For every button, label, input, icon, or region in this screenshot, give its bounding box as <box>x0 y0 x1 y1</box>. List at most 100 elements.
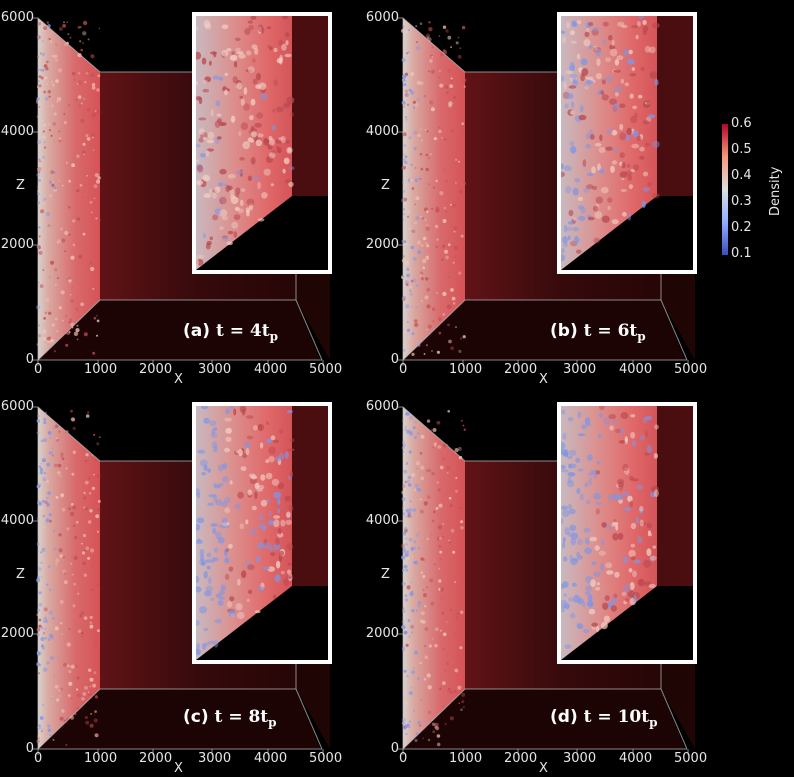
x-tick-label: 3000 <box>563 362 597 377</box>
panel-title: (b) t = 6tp <box>550 321 646 343</box>
panel-title: (a) t = 4tp <box>183 321 278 343</box>
floor-slab <box>38 689 320 749</box>
colorbar-tick: 0.3 <box>731 194 752 209</box>
x-tick-label: 5000 <box>309 751 343 766</box>
panel-time: t = 4t <box>215 321 270 341</box>
x-axis-label: X <box>539 372 548 387</box>
z-tick-label: 0 <box>390 352 399 367</box>
density-colorbar <box>722 124 728 255</box>
floor-slab <box>38 300 320 360</box>
inset-speckle <box>561 16 660 262</box>
inset-back <box>657 406 693 586</box>
panel-time-sub: p <box>268 715 277 730</box>
x-tick-label: 2000 <box>139 362 173 377</box>
z-tick-label: 0 <box>25 741 34 756</box>
x-tick-label: 4000 <box>619 362 653 377</box>
zoom-inset <box>192 12 332 274</box>
inset-speckle <box>196 406 295 656</box>
box-edge <box>37 17 101 73</box>
inset-render <box>561 16 693 270</box>
panel-label: (c) <box>183 707 209 727</box>
x-tick-label: 3000 <box>198 751 232 766</box>
density-front <box>403 407 465 749</box>
z-tick-label: 0 <box>25 352 34 367</box>
z-tick-label: 6000 <box>0 10 34 25</box>
x-axis-label: X <box>174 372 183 387</box>
panel-title: (d) t = 10tp <box>550 707 657 729</box>
inset-back <box>657 16 693 196</box>
colorbar-tick: 0.2 <box>731 220 752 235</box>
box-edge <box>402 17 466 73</box>
z-tick-label: 0 <box>390 741 399 756</box>
box-edge <box>660 688 688 750</box>
z-tick-label: 4000 <box>365 513 399 528</box>
panel-label: (b) <box>550 321 578 341</box>
z-tick-label: 6000 <box>0 399 34 414</box>
panel-time: t = 8t <box>214 707 269 727</box>
colorbar-tick: 0.6 <box>731 116 752 131</box>
x-axis-label: X <box>539 761 548 776</box>
colorbar-tick: 0.1 <box>731 246 752 261</box>
inset-back <box>292 16 328 196</box>
x-tick-label: 3000 <box>198 362 232 377</box>
z-axis-label: Z <box>16 567 25 582</box>
x-tick-label: 5000 <box>674 751 708 766</box>
panel-time-sub: p <box>649 715 658 730</box>
panel-label: (a) <box>183 321 211 341</box>
panel-time-sub: p <box>269 329 278 344</box>
box-edge <box>402 406 466 462</box>
x-tick-label: 2000 <box>504 751 538 766</box>
floor-slab <box>403 689 685 749</box>
box-edge <box>402 299 466 361</box>
z-axis-label: Z <box>381 178 390 193</box>
inset-render <box>196 16 328 270</box>
density-speckle <box>36 409 101 746</box>
colorbar-tick: 0.5 <box>731 142 752 157</box>
x-tick-label: 4000 <box>254 362 288 377</box>
x-tick-label: 5000 <box>674 362 708 377</box>
panel-label: (d) <box>550 707 578 727</box>
z-tick-label: 4000 <box>0 124 34 139</box>
panel-title: (c) t = 8tp <box>183 707 277 729</box>
panel-time-sub: p <box>637 329 646 344</box>
inset-back <box>292 406 328 586</box>
colorbar-tick: 0.4 <box>731 168 752 183</box>
inset-front <box>561 16 657 270</box>
x-tick-label: 3000 <box>563 751 597 766</box>
x-tick-label: 0 <box>399 751 408 766</box>
z-tick-label: 4000 <box>365 124 399 139</box>
zoom-inset <box>557 12 697 274</box>
x-tick-label: 1000 <box>449 751 483 766</box>
colorbar-title: Density <box>768 166 783 216</box>
zoom-inset <box>557 402 697 664</box>
box-edge <box>37 688 101 750</box>
z-axis-label: Z <box>381 567 390 582</box>
z-axis-label: Z <box>16 178 25 193</box>
density-front <box>38 18 100 360</box>
inset-render <box>561 406 693 660</box>
box-edge <box>402 688 466 750</box>
box-edge <box>295 688 323 750</box>
x-tick-label: 0 <box>399 362 408 377</box>
x-tick-label: 5000 <box>309 362 343 377</box>
zoom-inset <box>192 402 332 664</box>
z-tick-label: 2000 <box>0 626 34 641</box>
box-edge <box>37 406 101 462</box>
x-tick-label: 2000 <box>139 751 173 766</box>
x-tick-label: 2000 <box>504 362 538 377</box>
density-speckle <box>35 20 101 355</box>
x-tick-label: 1000 <box>449 362 483 377</box>
inset-speckle <box>196 16 295 267</box>
x-tick-label: 1000 <box>84 362 118 377</box>
density-speckle <box>401 21 467 356</box>
inset-render <box>196 406 328 660</box>
z-tick-label: 2000 <box>365 626 399 641</box>
box-edge <box>660 299 688 361</box>
z-tick-label: 2000 <box>0 237 34 252</box>
box-edge <box>295 299 323 361</box>
x-tick-label: 4000 <box>619 751 653 766</box>
x-tick-label: 0 <box>34 751 43 766</box>
z-tick-label: 6000 <box>365 399 399 414</box>
panel-time: t = 6t <box>583 321 638 341</box>
x-axis-label: X <box>174 761 183 776</box>
